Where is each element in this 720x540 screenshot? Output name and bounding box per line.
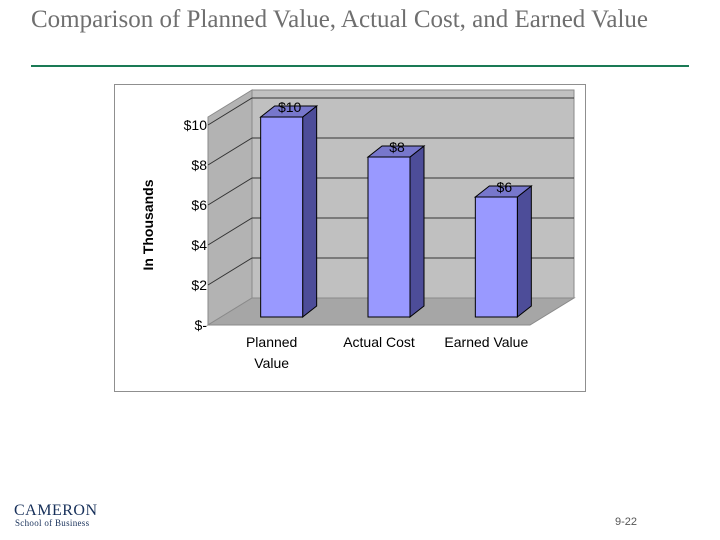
chart-frame: $- $2 $4 $6 $8 $10 In Thousands $10 Planned Value… bbox=[114, 84, 586, 392]
y-tick-label: $6 bbox=[191, 197, 207, 213]
bar bbox=[474, 196, 518, 318]
y-tick-label: $- bbox=[195, 317, 208, 333]
gridline bbox=[207, 257, 574, 286]
x-tick-label: Earned Value bbox=[444, 334, 528, 350]
data-label: $8 bbox=[389, 139, 405, 155]
side-wall bbox=[207, 89, 253, 326]
bar bbox=[260, 116, 304, 318]
x-tick-label: Value bbox=[254, 355, 289, 371]
logo-name: CAMERON bbox=[14, 502, 98, 519]
gridline bbox=[207, 97, 574, 126]
logo-subtitle: School of Business bbox=[15, 518, 90, 528]
bar-side bbox=[516, 184, 532, 319]
cameron-logo: CAMERON School of Business bbox=[14, 502, 104, 532]
gridline bbox=[207, 177, 574, 206]
bar-side bbox=[409, 144, 425, 319]
y-tick-label: $10 bbox=[184, 117, 208, 133]
data-label: $10 bbox=[278, 99, 302, 115]
slide-title: Comparison of Planned Value, Actual Cost… bbox=[31, 6, 649, 33]
data-label: $6 bbox=[497, 179, 513, 195]
x-tick-label: Actual Cost bbox=[343, 334, 415, 350]
x-tick-label: Planned bbox=[246, 334, 297, 350]
y-axis-title: In Thousands bbox=[140, 179, 156, 270]
y-tick-label: $8 bbox=[191, 157, 207, 173]
gridline bbox=[207, 217, 574, 246]
title-rule bbox=[31, 65, 689, 67]
y-tick-label: $2 bbox=[191, 277, 207, 293]
page-number: 9-22 bbox=[615, 516, 638, 528]
bar-side bbox=[302, 104, 318, 319]
bar-chart: $- $2 $4 $6 $8 $10 In Thousands $10 Planned Value… bbox=[140, 89, 576, 371]
gridline bbox=[207, 137, 574, 166]
y-tick-label: $4 bbox=[191, 237, 207, 253]
bar bbox=[367, 156, 411, 318]
